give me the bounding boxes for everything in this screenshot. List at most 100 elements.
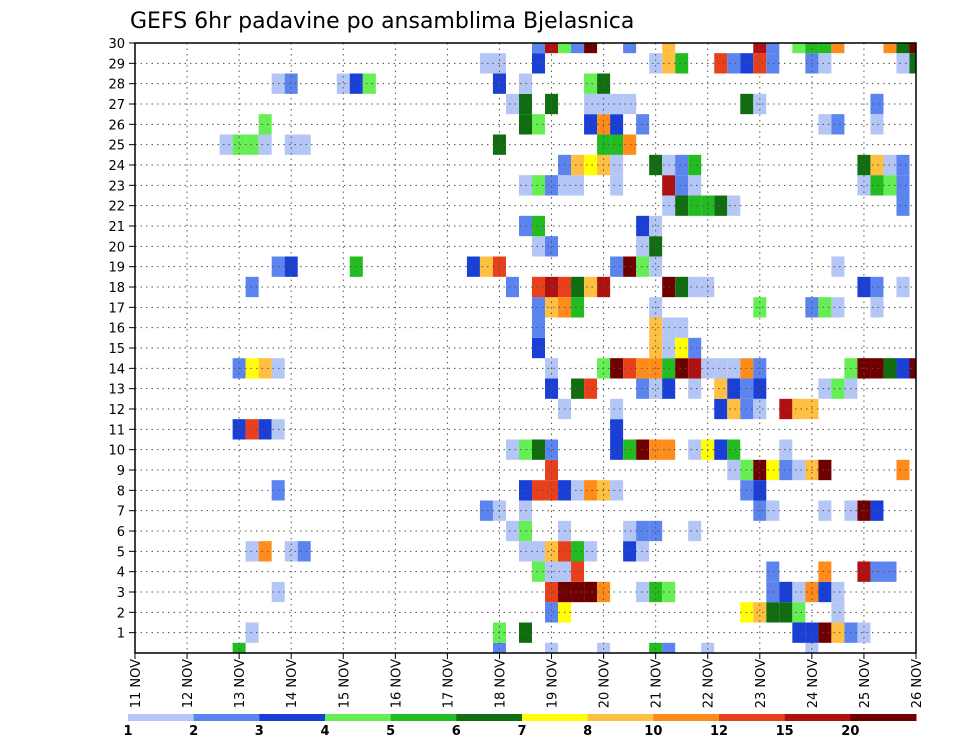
- heatmap-cell: [896, 154, 910, 176]
- colorbar-label: 2: [189, 724, 198, 739]
- x-tick-label: 19 NOV: [546, 659, 561, 708]
- heatmap-cell: [831, 602, 845, 623]
- y-tick-label: 10: [108, 444, 125, 459]
- x-tick-label: 21 NOV: [650, 659, 665, 708]
- heatmap-cell: [870, 500, 884, 521]
- heatmap-cell: [545, 602, 559, 623]
- heatmap-cell: [753, 398, 767, 420]
- y-tick-label: 3: [117, 586, 125, 601]
- heatmap-cell: [909, 53, 916, 74]
- colorbar-label: 12: [710, 724, 728, 739]
- heatmap-cell: [284, 73, 298, 94]
- heatmap-cell: [571, 43, 585, 54]
- x-tick-label: 25 NOV: [858, 659, 873, 708]
- heatmap-cell: [727, 459, 741, 481]
- colorbar-label: 8: [583, 724, 592, 739]
- heatmap-cell: [818, 561, 832, 582]
- colorbar-label: 4: [320, 724, 329, 739]
- heatmap-cell: [870, 276, 884, 298]
- heatmap-cell: [779, 581, 793, 603]
- y-tick-label: 19: [108, 261, 125, 276]
- heatmap-cell: [336, 73, 350, 94]
- heatmap-cell: [623, 134, 637, 155]
- heatmap-cell: [818, 53, 832, 74]
- heatmap-cell: [571, 276, 585, 298]
- heatmap-cell: [896, 358, 910, 379]
- x-tick-label: 15 NOV: [337, 659, 352, 708]
- heatmap-cell: [896, 53, 910, 74]
- heatmap-cell: [297, 541, 311, 562]
- colorbar-swatch: [259, 714, 326, 721]
- colorbar-label: 15: [776, 724, 794, 739]
- heatmap-cell: [610, 256, 624, 277]
- y-tick-label: 21: [108, 220, 125, 235]
- heatmap-cell: [610, 480, 624, 501]
- heatmap-cell: [688, 358, 702, 379]
- colorbar-swatch: [325, 714, 392, 721]
- heatmap-cell: [857, 276, 871, 298]
- heatmap-cell: [792, 43, 806, 54]
- colorbar-label: 7: [517, 724, 526, 739]
- heatmap-cell: [818, 43, 832, 54]
- heatmap-cell: [701, 642, 715, 653]
- heatmap-cell: [284, 134, 298, 155]
- heatmap-cell: [857, 175, 871, 196]
- heatmap-cell: [571, 541, 585, 562]
- y-tick-label: 23: [108, 179, 125, 194]
- heatmap-cell: [610, 154, 624, 176]
- colorbar-label: 3: [255, 724, 264, 739]
- y-tick-label: 12: [108, 403, 125, 418]
- heatmap-cell: [675, 53, 689, 74]
- heatmap-cell: [610, 398, 624, 420]
- heatmap-cell: [532, 480, 546, 501]
- heatmap-cell: [818, 622, 832, 643]
- heatmap-cell: [297, 134, 311, 155]
- y-tick-label: 18: [108, 281, 125, 296]
- heatmap-cell: [675, 358, 689, 379]
- heatmap-cell: [792, 459, 806, 481]
- heatmap-cell: [688, 378, 702, 399]
- heatmap-cell: [818, 500, 832, 521]
- heatmap-cell: [805, 642, 819, 653]
- heatmap-cell: [636, 256, 650, 277]
- heatmap-cell: [636, 215, 650, 237]
- heatmap-cell: [688, 520, 702, 542]
- colorbar-swatch: [128, 714, 195, 721]
- heatmap-cell: [649, 642, 663, 653]
- heatmap-cell: [610, 93, 624, 115]
- x-tick-label: 18 NOV: [493, 659, 508, 708]
- y-tick-label: 28: [108, 78, 125, 93]
- heatmap-cell: [870, 561, 884, 582]
- chart-title: GEFS 6hr padavine po ansamblima Bjelasni…: [130, 9, 634, 34]
- heatmap-cell: [610, 134, 624, 155]
- heatmap-cell: [727, 358, 741, 379]
- heatmap-cell: [584, 43, 598, 54]
- heatmap-cell: [714, 195, 728, 216]
- x-tick-label: 26 NOV: [910, 659, 925, 708]
- heatmap-cell: [818, 297, 832, 318]
- heatmap-cell: [896, 195, 910, 216]
- heatmap-cell: [766, 43, 780, 54]
- heatmap-cell: [831, 581, 845, 603]
- y-tick-label: 22: [108, 200, 125, 215]
- heatmap-cell: [779, 459, 793, 481]
- heatmap-cell: [649, 520, 663, 542]
- y-tick-label: 9: [117, 464, 125, 479]
- y-tick-label: 8: [117, 484, 125, 499]
- heatmap-cell: [792, 398, 806, 420]
- heatmap-cell: [714, 53, 728, 74]
- heatmap-cell: [675, 337, 689, 359]
- heatmap-cell: [571, 297, 585, 318]
- heatmap-cell: [584, 541, 598, 562]
- heatmap-cell: [896, 276, 910, 298]
- y-tick-label: 15: [108, 342, 125, 357]
- heatmap-cell: [545, 480, 559, 501]
- heatmap-cell: [714, 358, 728, 379]
- heatmap-cell: [896, 175, 910, 196]
- heatmap-cell: [831, 256, 845, 277]
- heatmap-cell: [571, 561, 585, 582]
- heatmap-cell: [571, 581, 585, 603]
- heatmap-cell: [688, 337, 702, 359]
- heatmap-cell: [258, 419, 272, 440]
- heatmap-cell: [623, 93, 637, 115]
